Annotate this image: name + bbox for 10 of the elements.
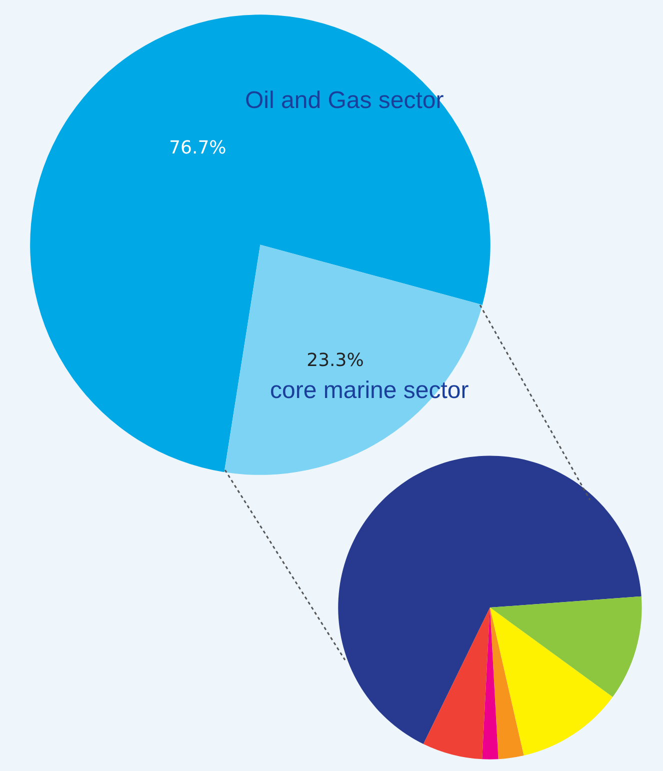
pie-slice xyxy=(224,244,482,475)
pie-slice xyxy=(423,608,490,760)
pie-slice xyxy=(490,608,524,760)
pie-slice xyxy=(30,15,490,472)
pie-slice xyxy=(338,456,642,744)
pie-slice xyxy=(490,596,642,697)
pie-slice xyxy=(490,608,613,756)
data-label: 76.7% xyxy=(169,138,226,159)
data-label: 23.3% xyxy=(306,350,364,372)
slice-label: Oil and Gas sector xyxy=(245,87,444,114)
